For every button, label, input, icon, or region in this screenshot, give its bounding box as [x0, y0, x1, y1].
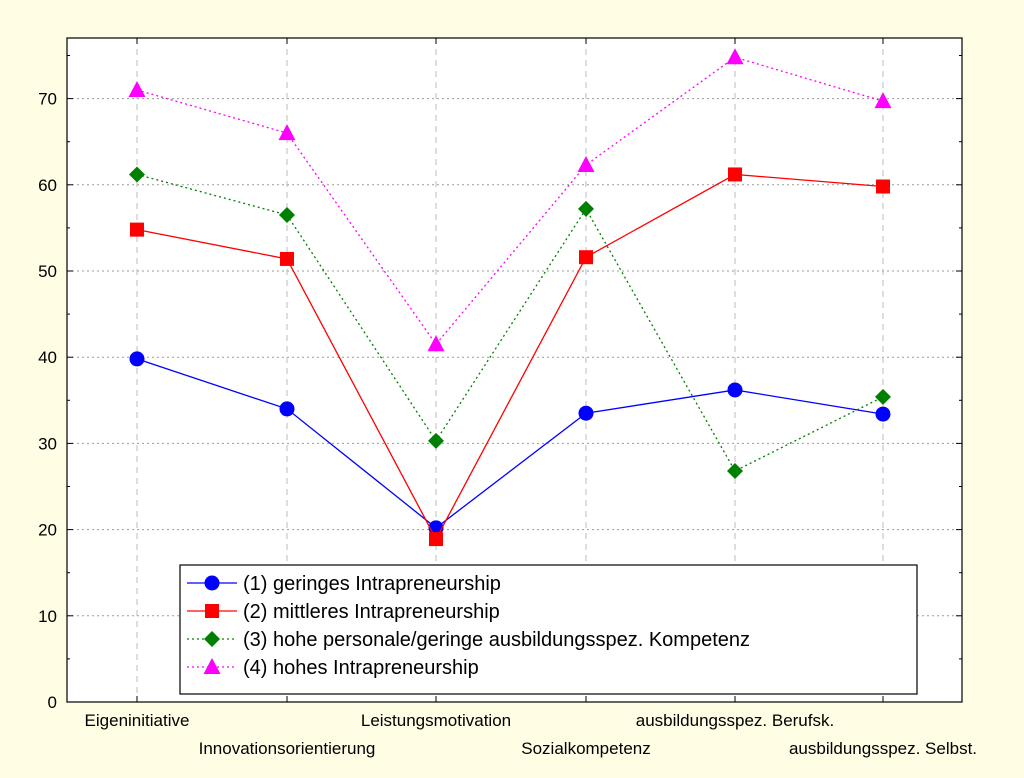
legend-item-2: (2) mittleres Intrapreneurship [187, 601, 500, 623]
series-4-point [577, 155, 595, 172]
legend-item-4: (4) hohes Intrapreneurship [187, 657, 479, 679]
series-3-point [428, 432, 444, 449]
series-3-point [578, 200, 594, 217]
legend-items: (1) geringes Intrapreneurship (2) mittler… [187, 573, 750, 679]
x-tick-label-innovationsorientierung: Innovationsorientierung [199, 739, 376, 758]
series-2-point [579, 250, 593, 265]
legend-label: (1) geringes Intrapreneurship [243, 573, 501, 595]
legend: (1) geringes Intrapreneurship (2) mittler… [179, 564, 918, 695]
y-tick-label: 20 [38, 521, 57, 540]
series-4-point [278, 124, 296, 141]
series-1-point [279, 401, 295, 417]
series-2-point [429, 532, 443, 547]
series-4-line [136, 56, 884, 346]
series-2-point [280, 251, 294, 266]
legend-label: (4) hohes Intrapreneurship [243, 657, 479, 679]
series-3-point [727, 462, 743, 479]
series-1-point [129, 351, 145, 367]
legend-marker [203, 658, 221, 674]
legend-marker [204, 575, 220, 591]
series-2 [130, 167, 890, 547]
legend-label: (2) mittleres Intrapreneurship [243, 601, 500, 623]
series-3-point [875, 388, 891, 405]
series-1-line [136, 358, 884, 529]
x-axis: Eigeninitiative Innovationsorientierung Le… [85, 38, 977, 758]
legend-box [179, 564, 918, 695]
legend-item-3: (3) hohe personale/geringe ausbildungssp… [187, 629, 750, 651]
series-2-point [876, 179, 890, 194]
series-4-point [726, 48, 744, 65]
series-4-point [128, 80, 146, 97]
y-axis: 0 10 20 30 40 50 60 70 [38, 55, 962, 712]
y-tick-label: 50 [38, 262, 57, 281]
series-4-point [874, 92, 892, 109]
series-2-line [136, 173, 884, 541]
x-tick-label-ausbildungsspez-selbst: ausbildungsspez. Selbst. [789, 739, 977, 758]
series-layer [128, 48, 892, 547]
series-1-point [578, 405, 594, 421]
series-2-point [130, 222, 144, 237]
series-3-point [129, 166, 145, 183]
series-3-point [279, 206, 295, 223]
x-tick-label-leistungsmotivation: Leistungsmotivation [361, 711, 511, 730]
x-tick-label-ausbildungsspez-berufsk: ausbildungsspez. Berufsk. [636, 711, 834, 730]
series-1-point [727, 382, 743, 398]
y-tick-label: 70 [38, 90, 57, 109]
legend-marker [204, 631, 220, 647]
series-2-point [728, 167, 742, 182]
series-3-line [136, 173, 884, 472]
legend-label: (3) hohe personale/geringe ausbildungssp… [243, 629, 750, 651]
legend-item-1: (1) geringes Intrapreneurship [187, 573, 501, 595]
series-4 [128, 48, 892, 352]
series-3 [129, 166, 891, 479]
series-4-point [427, 335, 445, 352]
y-tick-label: 40 [38, 348, 57, 367]
x-tick-label-sozialkompetenz: Sozialkompetenz [521, 739, 650, 758]
y-tick-label: 10 [38, 607, 57, 626]
series-1-point [875, 406, 891, 422]
x-tick-label-eigeninitiative: Eigeninitiative [85, 711, 190, 730]
legend-marker [205, 604, 219, 618]
y-tick-label: 0 [48, 693, 57, 712]
y-tick-label: 60 [38, 176, 57, 195]
y-tick-label: 30 [38, 434, 57, 453]
